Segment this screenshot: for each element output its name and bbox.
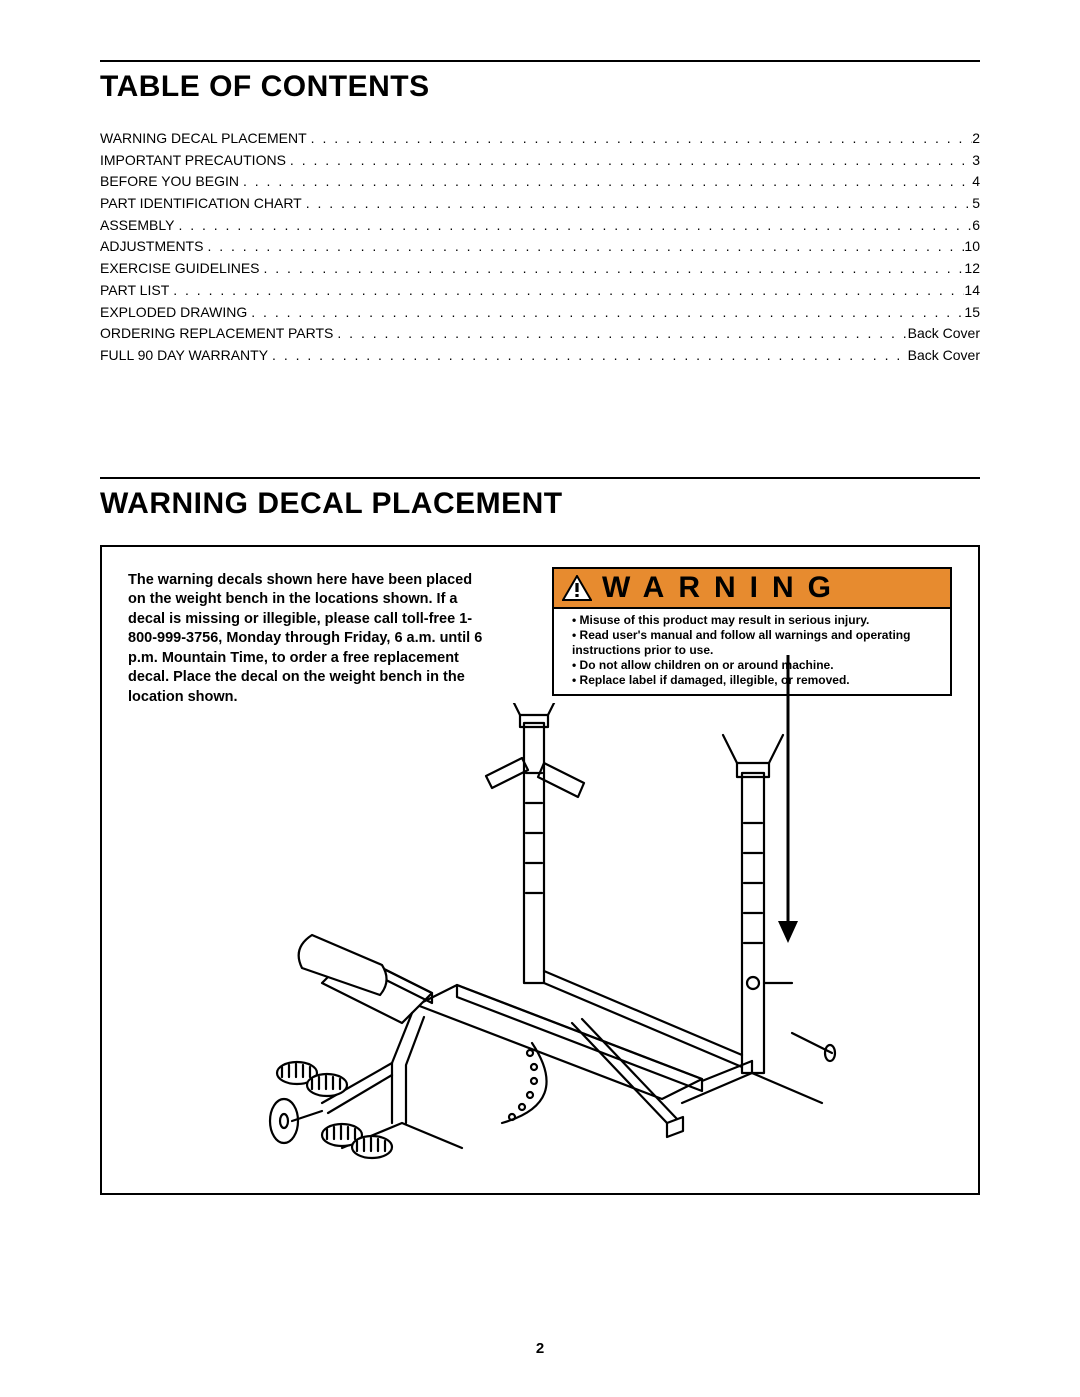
- toc-label: BEFORE YOU BEGIN: [100, 171, 239, 193]
- toc-leader-dots: [333, 323, 907, 345]
- toc-leader-dots: [174, 215, 972, 237]
- toc-page: 10: [964, 236, 980, 258]
- warning-bullet: Misuse of this product may result in ser…: [572, 613, 942, 628]
- page-number: 2: [0, 1340, 1080, 1357]
- table-of-contents: WARNING DECAL PLACEMENT 2IMPORTANT PRECA…: [100, 128, 980, 367]
- toc-page: 14: [964, 280, 980, 302]
- toc-label: ASSEMBLY: [100, 215, 174, 237]
- weight-bench-drawing: [232, 703, 852, 1173]
- toc-page: Back Cover: [908, 323, 980, 345]
- toc-label: ADJUSTMENTS: [100, 236, 203, 258]
- toc-leader-dots: [203, 236, 964, 258]
- toc-row: PART IDENTIFICATION CHART 5: [100, 193, 980, 215]
- toc-row: EXERCISE GUIDELINES 12: [100, 258, 980, 280]
- toc-leader-dots: [268, 345, 908, 367]
- toc-page: 2: [972, 128, 980, 150]
- toc-page: 5: [972, 193, 980, 215]
- warning-triangle-icon: [562, 575, 592, 601]
- toc-heading: TABLE OF CONTENTS: [100, 70, 980, 104]
- toc-leader-dots: [307, 128, 973, 150]
- toc-row: WARNING DECAL PLACEMENT 2: [100, 128, 980, 150]
- warning-bullet: Replace label if damaged, illegible, or …: [572, 673, 942, 688]
- toc-row: ASSEMBLY 6: [100, 215, 980, 237]
- toc-page: 4: [972, 171, 980, 193]
- toc-label: ORDERING REPLACEMENT PARTS: [100, 323, 333, 345]
- toc-row: FULL 90 DAY WARRANTY Back Cover: [100, 345, 980, 367]
- toc-label: PART LIST: [100, 280, 169, 302]
- warning-label: WARNING Misuse of this product may resul…: [552, 567, 952, 696]
- toc-row: ORDERING REPLACEMENT PARTS Back Cover: [100, 323, 980, 345]
- warning-label-header: WARNING: [554, 569, 950, 609]
- toc-leader-dots: [302, 193, 972, 215]
- toc-row: BEFORE YOU BEGIN 4: [100, 171, 980, 193]
- toc-label: EXERCISE GUIDELINES: [100, 258, 260, 280]
- manual-page: TABLE OF CONTENTS WARNING DECAL PLACEMEN…: [0, 0, 1080, 1397]
- toc-page: Back Cover: [908, 345, 980, 367]
- toc-row: ADJUSTMENTS 10: [100, 236, 980, 258]
- rule-top: [100, 60, 980, 62]
- warning-bullet: Do not allow children on or around machi…: [572, 658, 942, 673]
- warning-label-title: WARNING: [602, 571, 845, 605]
- toc-leader-dots: [169, 280, 964, 302]
- toc-page: 6: [972, 215, 980, 237]
- toc-row: IMPORTANT PRECAUTIONS 3: [100, 150, 980, 172]
- toc-label: EXPLODED DRAWING: [100, 302, 247, 324]
- toc-label: IMPORTANT PRECAUTIONS: [100, 150, 286, 172]
- warning-bullet: Read user's manual and follow all warnin…: [572, 628, 942, 658]
- toc-page: 3: [972, 150, 980, 172]
- decal-heading: WARNING DECAL PLACEMENT: [100, 487, 980, 521]
- toc-label: FULL 90 DAY WARRANTY: [100, 345, 268, 367]
- toc-row: PART LIST 14: [100, 280, 980, 302]
- warning-label-body: Misuse of this product may result in ser…: [554, 609, 950, 694]
- toc-leader-dots: [260, 258, 965, 280]
- toc-leader-dots: [247, 302, 964, 324]
- toc-label: WARNING DECAL PLACEMENT: [100, 128, 307, 150]
- toc-leader-dots: [239, 171, 972, 193]
- rule-mid: [100, 477, 980, 479]
- toc-label: PART IDENTIFICATION CHART: [100, 193, 302, 215]
- toc-page: 15: [964, 302, 980, 324]
- toc-page: 12: [964, 258, 980, 280]
- decal-figure-box: The warning decals shown here have been …: [100, 545, 980, 1195]
- toc-leader-dots: [286, 150, 972, 172]
- toc-row: EXPLODED DRAWING 15: [100, 302, 980, 324]
- decal-intro-text: The warning decals shown here have been …: [128, 571, 488, 708]
